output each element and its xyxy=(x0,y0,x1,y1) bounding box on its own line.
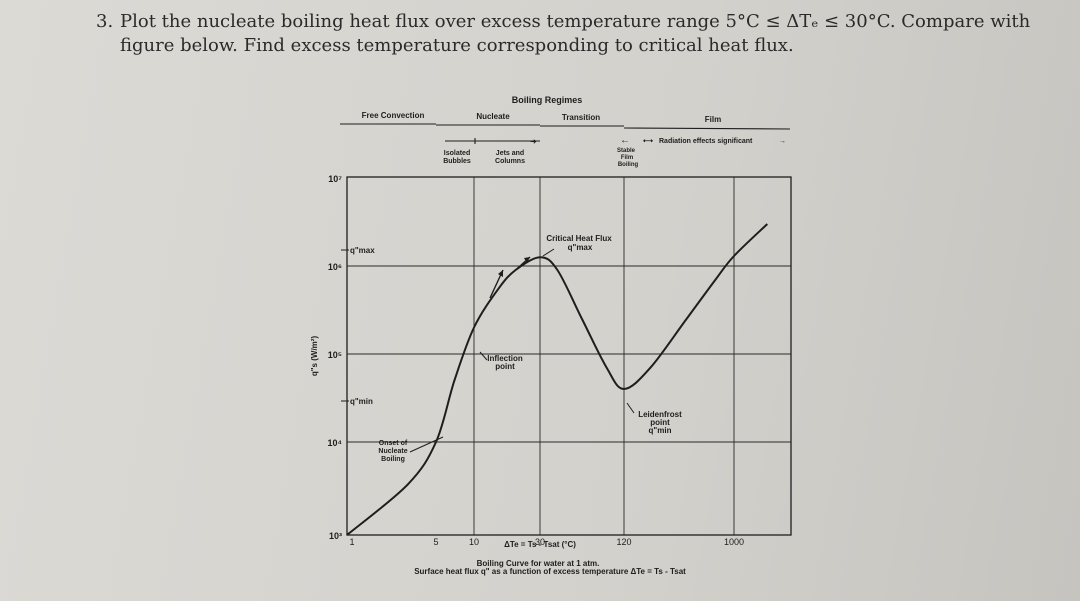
stable-film-line3: Boiling xyxy=(618,162,639,168)
x-tick-label: 120 xyxy=(616,537,631,547)
regimes-title: Boiling Regimes xyxy=(512,95,583,105)
y-tick-label: 10³ xyxy=(329,531,342,541)
jets-columns-line1: Jets and xyxy=(496,150,524,157)
onset-label-line3: Boiling xyxy=(381,456,405,463)
leidenfrost-label-line3: q"min xyxy=(649,426,672,435)
x-tick-label: 1000 xyxy=(724,537,744,547)
regime-film: Film xyxy=(705,115,721,124)
chf-label-line2: q"max xyxy=(568,243,593,252)
y-tick-label: 10⁶ xyxy=(328,262,342,272)
caption-line1: Boiling Curve for water at 1 atm. xyxy=(477,559,600,568)
x-tick-label: 10 xyxy=(469,537,479,547)
problem-text-line2: figure below. Find excess temperature co… xyxy=(120,35,794,56)
stable-film-line2: Film xyxy=(621,155,633,161)
slope-arrow-1-head xyxy=(498,270,503,277)
problem-text-line1: Plot the nucleate boiling heat flux over… xyxy=(120,11,1031,32)
regime-divider-lines xyxy=(340,123,791,144)
leidenfrost-pointer xyxy=(626,402,635,414)
isolated-bubbles-line2: Bubbles xyxy=(443,158,471,165)
x-axis-label: ΔTe = Ts - Tsat (°C) xyxy=(504,540,576,549)
regime-nucleate: Nucleate xyxy=(476,112,510,121)
stable-film-arrow-icon: ← xyxy=(620,135,630,146)
grid-lines xyxy=(347,177,791,535)
slope-arrow-2-head xyxy=(524,257,530,263)
y-tick-labels: 10⁷ 10⁶ 10⁵ 10⁴ 10³ xyxy=(328,174,343,541)
radiation-right-arrow-icon: → xyxy=(779,138,786,145)
jets-columns-line2: Columns xyxy=(495,158,525,165)
problem-statement: 3. Plot the nucleate boiling heat flux ov… xyxy=(96,10,1056,58)
leidenfrost-label-line2: point xyxy=(650,418,670,427)
y-axis-label: q"s (W/m²) xyxy=(310,336,319,377)
chf-label-line1: Critical Heat Flux xyxy=(546,234,612,243)
inflection-label-line1: Inflection xyxy=(487,354,523,363)
boiling-curve-line xyxy=(346,223,768,536)
caption-line2: Surface heat flux q" as a function of ex… xyxy=(414,567,686,576)
radiation-left-arrow-icon: ⟷ xyxy=(643,138,653,145)
y-tick-label: 10⁵ xyxy=(328,350,342,360)
x-tick-label: 5 xyxy=(433,537,438,547)
regime-transition: Transition xyxy=(562,113,600,122)
inflection-pointer xyxy=(479,351,488,361)
arrow-head-right: ➜ xyxy=(530,137,537,146)
onset-label-line2: Nucleate xyxy=(378,448,407,455)
y-tick-label: 10⁴ xyxy=(328,438,342,448)
qmin-left-label: q"min xyxy=(350,397,373,406)
plot-frame xyxy=(346,176,792,536)
inflection-label-line2: point xyxy=(495,362,515,371)
onset-pointer xyxy=(409,436,444,453)
stable-film-line1: Stable xyxy=(617,148,636,154)
y-tick-label: 10⁷ xyxy=(328,174,342,184)
radiation-effects-label: Radiation effects significant xyxy=(659,138,753,145)
problem-number: 3. xyxy=(96,11,114,32)
qmax-left-label: q"max xyxy=(350,246,375,255)
isolated-bubbles-line1: Isolated xyxy=(444,150,470,157)
x-tick-label: 1 xyxy=(349,537,354,547)
chf-pointer xyxy=(542,248,555,257)
x-tick-labels: 1 5 10 30 120 1000 xyxy=(349,537,744,547)
x-tick-label: 30 xyxy=(535,537,545,547)
onset-label-line1: Onset of xyxy=(379,440,408,447)
regime-free-convection: Free Convection xyxy=(362,111,425,120)
leidenfrost-label-line1: Leidenfrost xyxy=(638,410,682,419)
